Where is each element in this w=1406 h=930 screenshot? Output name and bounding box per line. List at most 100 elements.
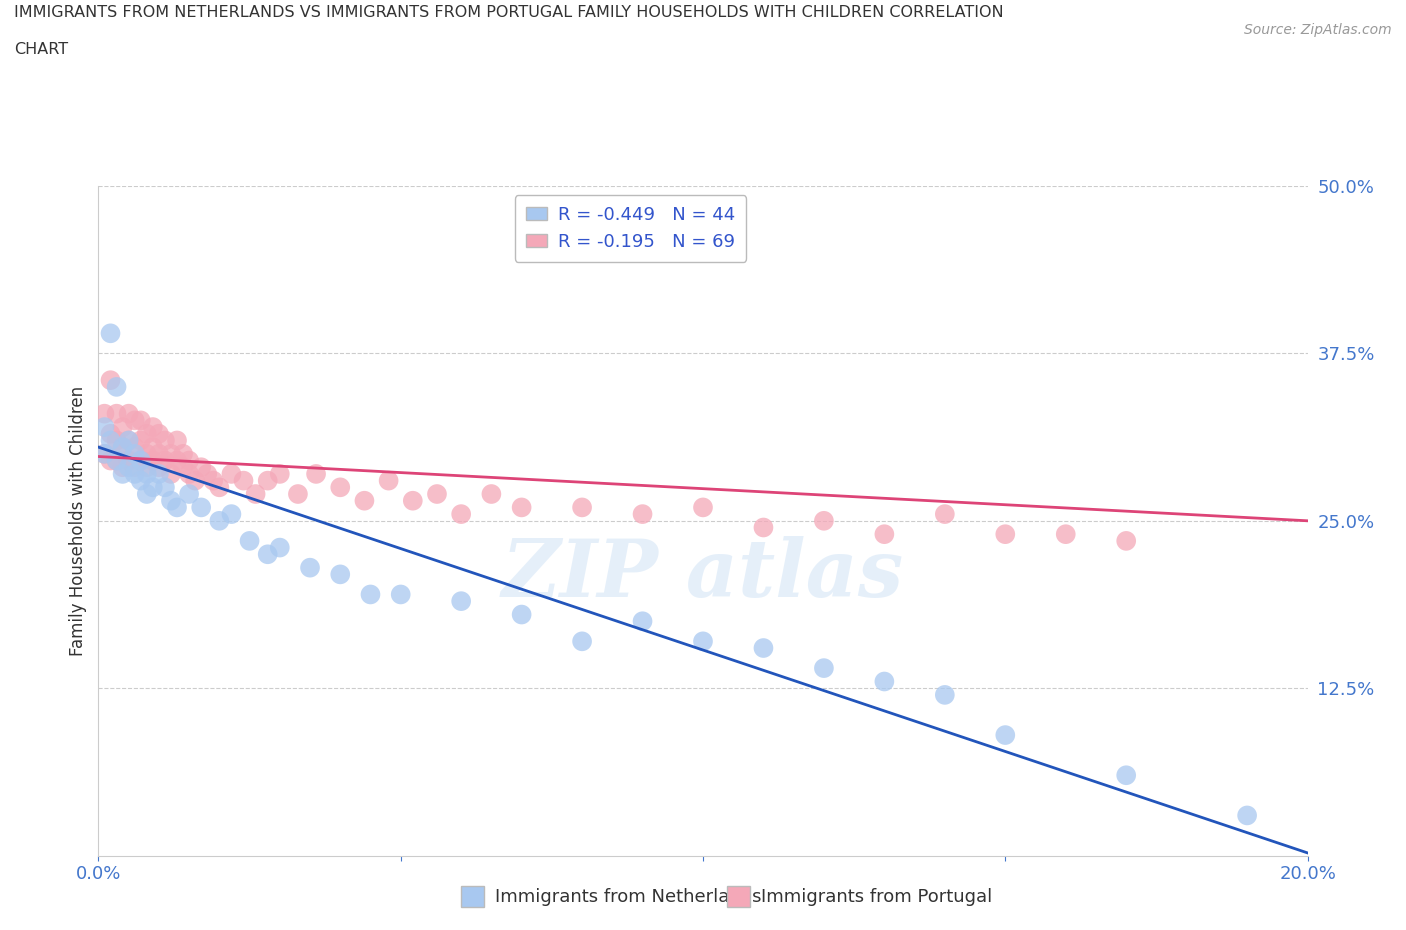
Point — [692, 500, 714, 515]
Point — [994, 727, 1017, 742]
Point — [100, 426, 122, 441]
Point — [631, 614, 654, 629]
Point — [93, 406, 115, 421]
Point — [153, 433, 176, 448]
Point — [450, 507, 472, 522]
Point — [118, 406, 141, 421]
Point — [118, 453, 141, 468]
Point — [256, 547, 278, 562]
Point — [148, 446, 170, 461]
Point — [93, 446, 115, 461]
Point — [148, 459, 170, 474]
Text: IMMIGRANTS FROM NETHERLANDS VS IMMIGRANTS FROM PORTUGAL FAMILY HOUSEHOLDS WITH C: IMMIGRANTS FROM NETHERLANDS VS IMMIGRANT… — [14, 5, 1004, 20]
Point — [353, 493, 375, 508]
Text: ZIP atlas: ZIP atlas — [502, 536, 904, 613]
Point — [426, 486, 449, 501]
Point — [105, 453, 128, 468]
Point — [148, 426, 170, 441]
Text: CHART: CHART — [14, 42, 67, 57]
Text: Source: ZipAtlas.com: Source: ZipAtlas.com — [1244, 23, 1392, 37]
Point — [172, 446, 194, 461]
Point — [287, 486, 309, 501]
Point — [450, 593, 472, 608]
Point — [100, 453, 122, 468]
Point — [135, 446, 157, 461]
Point — [135, 486, 157, 501]
Point — [93, 446, 115, 461]
Point — [389, 587, 412, 602]
Point — [172, 459, 194, 474]
Point — [166, 453, 188, 468]
Point — [124, 413, 146, 428]
Point — [752, 641, 775, 656]
Point — [934, 507, 956, 522]
Point — [299, 560, 322, 575]
Point — [177, 467, 201, 482]
Point — [160, 493, 183, 508]
Point — [873, 674, 896, 689]
Point — [1115, 768, 1137, 783]
Point — [105, 379, 128, 394]
Point — [135, 467, 157, 482]
Point — [208, 513, 231, 528]
Point — [329, 480, 352, 495]
Legend: R = -0.449   N = 44, R = -0.195   N = 69: R = -0.449 N = 44, R = -0.195 N = 69 — [515, 195, 747, 261]
Point — [142, 419, 165, 434]
Point — [269, 540, 291, 555]
Point — [166, 433, 188, 448]
Point — [269, 467, 291, 482]
Point — [100, 433, 122, 448]
Point — [124, 440, 146, 455]
Point — [1236, 808, 1258, 823]
Point — [153, 453, 176, 468]
Point — [177, 453, 201, 468]
Point — [377, 473, 399, 488]
Point — [105, 406, 128, 421]
Point — [124, 446, 146, 461]
Point — [402, 493, 425, 508]
Point — [994, 526, 1017, 541]
Point — [360, 587, 382, 602]
Point — [510, 607, 533, 622]
Point — [124, 467, 146, 482]
Point — [571, 634, 593, 649]
Point — [177, 486, 201, 501]
Point — [148, 467, 170, 482]
Point — [135, 459, 157, 474]
Y-axis label: Family Households with Children: Family Households with Children — [69, 386, 87, 656]
Point — [93, 419, 115, 434]
Point — [111, 440, 134, 455]
Point — [118, 459, 141, 474]
Point — [105, 433, 128, 448]
Point — [190, 459, 212, 474]
Point — [571, 500, 593, 515]
Point — [105, 453, 128, 468]
Point — [813, 660, 835, 675]
Point — [752, 520, 775, 535]
Point — [245, 486, 267, 501]
Point — [208, 480, 231, 495]
Point — [111, 467, 134, 482]
Point — [142, 480, 165, 495]
Point — [111, 419, 134, 434]
Point — [1054, 526, 1077, 541]
Text: Immigrants from Netherlands: Immigrants from Netherlands — [495, 887, 762, 906]
Point — [510, 500, 533, 515]
Point — [129, 413, 152, 428]
Point — [129, 453, 152, 468]
Point — [195, 467, 218, 482]
Point — [1115, 534, 1137, 549]
Point — [305, 467, 328, 482]
Point — [239, 534, 262, 549]
Point — [256, 473, 278, 488]
Point — [142, 440, 165, 455]
Point — [631, 507, 654, 522]
Point — [184, 473, 207, 488]
Point — [124, 459, 146, 474]
Point — [160, 467, 183, 482]
Point — [481, 486, 503, 501]
Point — [232, 473, 254, 488]
Point — [813, 513, 835, 528]
Point — [135, 426, 157, 441]
Text: Immigrants from Portugal: Immigrants from Portugal — [761, 887, 993, 906]
